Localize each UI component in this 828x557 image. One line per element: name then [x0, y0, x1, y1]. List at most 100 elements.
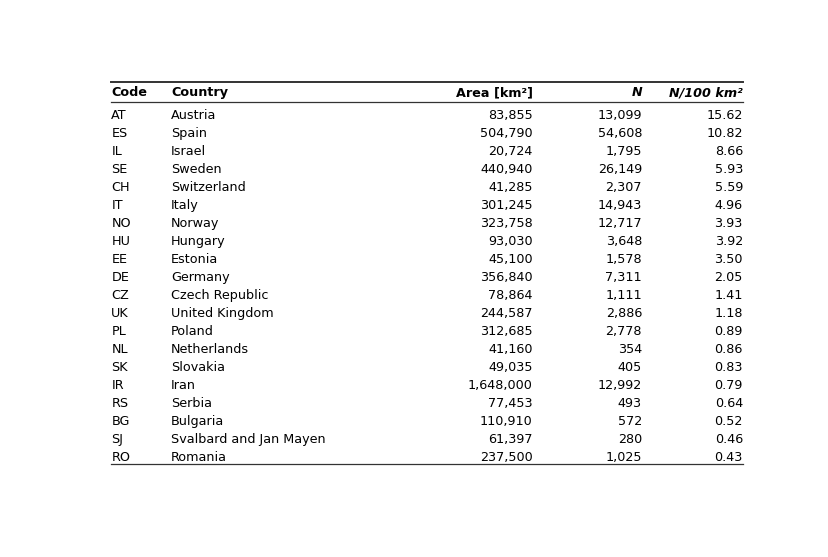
- Text: 83,855: 83,855: [488, 109, 532, 122]
- Text: HU: HU: [111, 235, 130, 248]
- Text: 49,035: 49,035: [488, 361, 532, 374]
- Text: UK: UK: [111, 307, 129, 320]
- Text: Bulgaria: Bulgaria: [171, 416, 224, 428]
- Text: Country: Country: [171, 86, 228, 99]
- Text: Poland: Poland: [171, 325, 214, 338]
- Text: Spain: Spain: [171, 127, 207, 140]
- Text: 15.62: 15.62: [705, 109, 742, 122]
- Text: 7,311: 7,311: [604, 271, 641, 284]
- Text: 1,648,000: 1,648,000: [467, 379, 532, 392]
- Text: 356,840: 356,840: [479, 271, 532, 284]
- Text: 12,717: 12,717: [597, 217, 641, 230]
- Text: Svalbard and Jan Mayen: Svalbard and Jan Mayen: [171, 433, 325, 446]
- Text: 2.05: 2.05: [714, 271, 742, 284]
- Text: 1,111: 1,111: [604, 289, 641, 302]
- Text: Czech Republic: Czech Republic: [171, 289, 268, 302]
- Text: 0.83: 0.83: [714, 361, 742, 374]
- Text: SE: SE: [111, 163, 128, 176]
- Text: 440,940: 440,940: [480, 163, 532, 176]
- Text: Netherlands: Netherlands: [171, 343, 249, 356]
- Text: 493: 493: [617, 397, 641, 411]
- Text: 312,685: 312,685: [479, 325, 532, 338]
- Text: 26,149: 26,149: [597, 163, 641, 176]
- Text: 8.66: 8.66: [714, 145, 742, 158]
- Text: 41,285: 41,285: [488, 181, 532, 194]
- Text: 3.50: 3.50: [714, 253, 742, 266]
- Text: 5.93: 5.93: [714, 163, 742, 176]
- Text: SK: SK: [111, 361, 128, 374]
- Text: Sweden: Sweden: [171, 163, 221, 176]
- Text: 1.41: 1.41: [714, 289, 742, 302]
- Text: Italy: Italy: [171, 199, 199, 212]
- Text: 0.64: 0.64: [714, 397, 742, 411]
- Text: BG: BG: [111, 416, 129, 428]
- Text: 2,778: 2,778: [604, 325, 641, 338]
- Text: RO: RO: [111, 451, 130, 465]
- Text: 3.93: 3.93: [714, 217, 742, 230]
- Text: 12,992: 12,992: [597, 379, 641, 392]
- Text: 1,795: 1,795: [604, 145, 641, 158]
- Text: 110,910: 110,910: [479, 416, 532, 428]
- Text: IT: IT: [111, 199, 123, 212]
- Text: 5.59: 5.59: [714, 181, 742, 194]
- Text: 323,758: 323,758: [479, 217, 532, 230]
- Text: DE: DE: [111, 271, 129, 284]
- Text: Romania: Romania: [171, 451, 227, 465]
- Text: 54,608: 54,608: [597, 127, 641, 140]
- Text: CH: CH: [111, 181, 130, 194]
- Text: 0.79: 0.79: [714, 379, 742, 392]
- Text: Germany: Germany: [171, 271, 229, 284]
- Text: 2,886: 2,886: [605, 307, 641, 320]
- Text: 0.86: 0.86: [714, 343, 742, 356]
- Text: CZ: CZ: [111, 289, 129, 302]
- Text: IL: IL: [111, 145, 122, 158]
- Text: 45,100: 45,100: [488, 253, 532, 266]
- Text: Israel: Israel: [171, 145, 206, 158]
- Text: RS: RS: [111, 397, 128, 411]
- Text: 504,790: 504,790: [479, 127, 532, 140]
- Text: IR: IR: [111, 379, 124, 392]
- Text: Norway: Norway: [171, 217, 219, 230]
- Text: Iran: Iran: [171, 379, 196, 392]
- Text: AT: AT: [111, 109, 127, 122]
- Text: N/100 km²: N/100 km²: [668, 86, 742, 99]
- Text: 78,864: 78,864: [488, 289, 532, 302]
- Text: Austria: Austria: [171, 109, 216, 122]
- Text: 1.18: 1.18: [714, 307, 742, 320]
- Text: 280: 280: [617, 433, 641, 446]
- Text: 4.96: 4.96: [714, 199, 742, 212]
- Text: 0.46: 0.46: [714, 433, 742, 446]
- Text: United Kingdom: United Kingdom: [171, 307, 273, 320]
- Text: Hungary: Hungary: [171, 235, 225, 248]
- Text: PL: PL: [111, 325, 126, 338]
- Text: 0.89: 0.89: [714, 325, 742, 338]
- Text: 354: 354: [617, 343, 641, 356]
- Text: 14,943: 14,943: [597, 199, 641, 212]
- Text: SJ: SJ: [111, 433, 123, 446]
- Text: EE: EE: [111, 253, 128, 266]
- Text: 1,025: 1,025: [604, 451, 641, 465]
- Text: 1,578: 1,578: [604, 253, 641, 266]
- Text: Code: Code: [111, 86, 147, 99]
- Text: NO: NO: [111, 217, 131, 230]
- Text: 77,453: 77,453: [488, 397, 532, 411]
- Text: 2,307: 2,307: [604, 181, 641, 194]
- Text: 20,724: 20,724: [488, 145, 532, 158]
- Text: NL: NL: [111, 343, 128, 356]
- Text: 244,587: 244,587: [479, 307, 532, 320]
- Text: 13,099: 13,099: [597, 109, 641, 122]
- Text: Serbia: Serbia: [171, 397, 212, 411]
- Text: 93,030: 93,030: [488, 235, 532, 248]
- Text: Slovakia: Slovakia: [171, 361, 225, 374]
- Text: 301,245: 301,245: [479, 199, 532, 212]
- Text: 0.52: 0.52: [714, 416, 742, 428]
- Text: ES: ES: [111, 127, 128, 140]
- Text: Area [km²]: Area [km²]: [455, 86, 532, 99]
- Text: Estonia: Estonia: [171, 253, 218, 266]
- Text: 10.82: 10.82: [705, 127, 742, 140]
- Text: N: N: [631, 86, 641, 99]
- Text: 572: 572: [617, 416, 641, 428]
- Text: 41,160: 41,160: [488, 343, 532, 356]
- Text: 3.92: 3.92: [714, 235, 742, 248]
- Text: 0.43: 0.43: [714, 451, 742, 465]
